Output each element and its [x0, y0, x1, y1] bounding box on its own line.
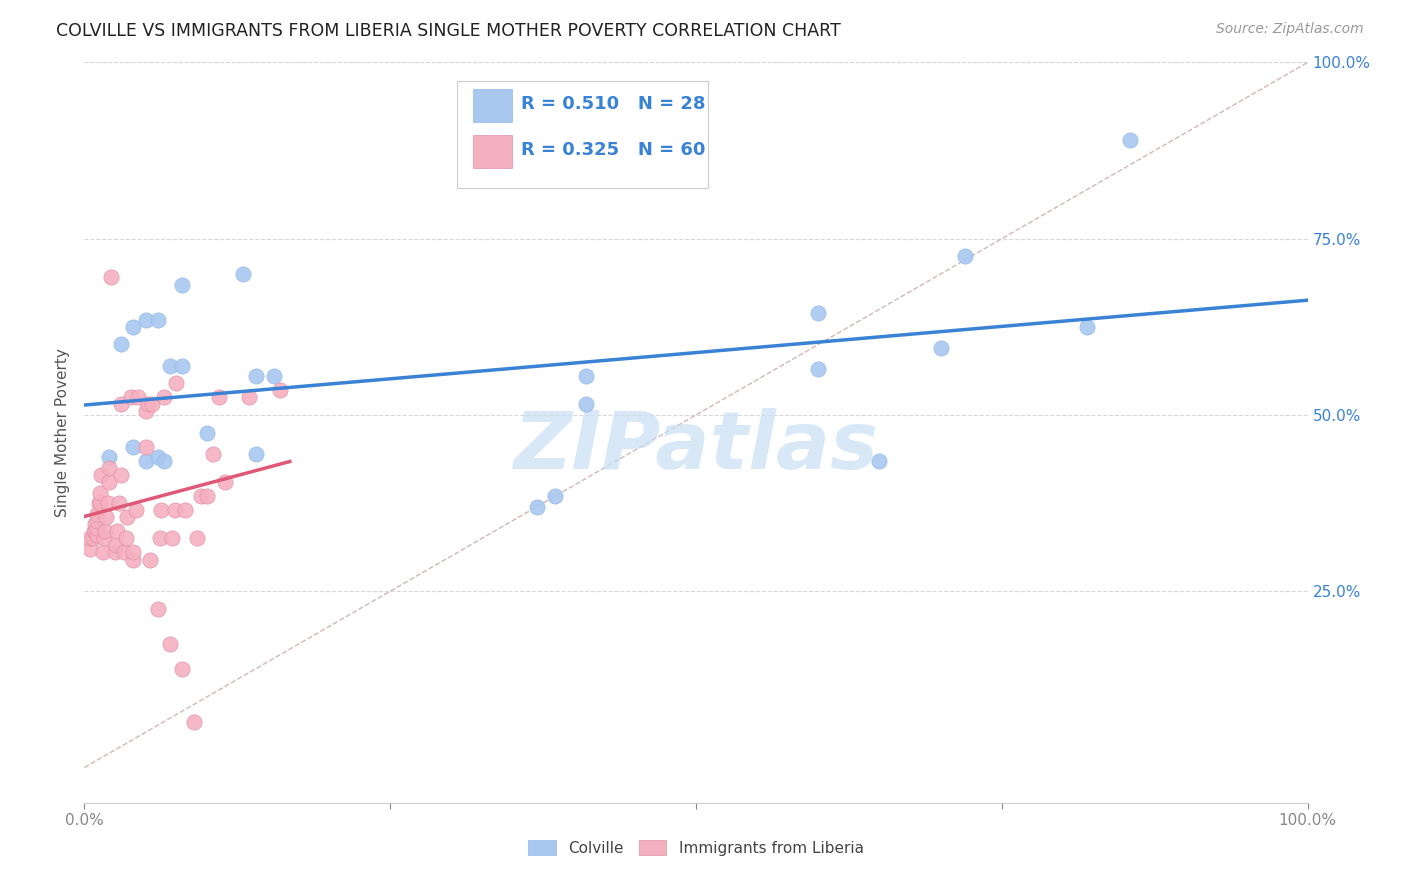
Point: [105, 524, 128, 539]
Point: [232, 267, 254, 281]
Text: Source: ZipAtlas.com: Source: ZipAtlas.com: [1216, 22, 1364, 37]
Point: [269, 384, 291, 398]
Point: [153, 454, 176, 468]
Point: [86, 528, 108, 542]
Point: [122, 319, 145, 334]
Point: [139, 552, 162, 566]
Point: [100, 270, 122, 285]
Point: [122, 440, 145, 454]
Point: [163, 503, 186, 517]
Point: [172, 662, 194, 676]
Point: [953, 249, 976, 263]
Point: [159, 637, 181, 651]
Point: [79, 541, 101, 556]
Text: COLVILLE VS IMMIGRANTS FROM LIBERIA SINGLE MOTHER POVERTY CORRELATION CHART: COLVILLE VS IMMIGRANTS FROM LIBERIA SING…: [56, 22, 841, 40]
Point: [1076, 319, 1098, 334]
Point: [107, 496, 129, 510]
Point: [201, 447, 224, 461]
Point: [120, 390, 142, 404]
Point: [122, 552, 145, 566]
Point: [162, 532, 184, 546]
Point: [89, 485, 111, 500]
Point: [97, 461, 120, 475]
Y-axis label: Single Mother Poverty: Single Mother Poverty: [55, 348, 70, 517]
Point: [190, 489, 212, 503]
Point: [82, 532, 104, 546]
Point: [122, 545, 145, 559]
Point: [86, 521, 108, 535]
Point: [172, 359, 194, 373]
Point: [575, 369, 598, 384]
Text: ZIPatlas: ZIPatlas: [513, 409, 879, 486]
Point: [153, 390, 176, 404]
Point: [929, 341, 952, 355]
Point: [159, 359, 181, 373]
Point: [263, 369, 285, 384]
Point: [79, 532, 101, 546]
Point: [807, 362, 830, 376]
Point: [135, 404, 157, 418]
Point: [104, 545, 127, 559]
Point: [208, 390, 231, 404]
Point: [146, 450, 169, 465]
Point: [97, 450, 120, 465]
Point: [110, 467, 132, 482]
Point: [83, 524, 105, 539]
Point: [112, 545, 135, 559]
Point: [195, 425, 218, 440]
Point: [245, 369, 267, 384]
Point: [105, 538, 128, 552]
Point: [115, 532, 138, 546]
Point: [84, 517, 107, 532]
Point: [135, 313, 157, 327]
Point: [84, 524, 107, 539]
Point: [869, 454, 891, 468]
Text: R = 0.510   N = 28: R = 0.510 N = 28: [522, 95, 706, 113]
Point: [135, 454, 157, 468]
Point: [86, 507, 108, 521]
Point: [136, 397, 159, 411]
Point: [526, 500, 548, 514]
Point: [135, 440, 157, 454]
Point: [172, 277, 194, 292]
Point: [245, 447, 267, 461]
Point: [807, 306, 830, 320]
Point: [127, 390, 149, 404]
Point: [97, 475, 120, 489]
Point: [115, 510, 138, 524]
Point: [146, 313, 169, 327]
Point: [94, 524, 117, 539]
Legend: Colville, Immigrants from Liberia: Colville, Immigrants from Liberia: [522, 834, 870, 862]
Point: [165, 376, 187, 391]
Point: [1119, 133, 1142, 147]
Point: [149, 532, 172, 546]
Point: [87, 496, 110, 510]
Point: [195, 489, 218, 503]
Point: [110, 397, 132, 411]
Point: [214, 475, 236, 489]
Point: [93, 532, 115, 546]
Point: [544, 489, 567, 503]
Point: [141, 397, 163, 411]
Point: [183, 714, 205, 729]
Point: [575, 397, 598, 411]
Point: [173, 503, 195, 517]
Point: [186, 532, 208, 546]
Point: [86, 514, 108, 528]
Point: [91, 545, 114, 559]
FancyBboxPatch shape: [474, 89, 513, 121]
Point: [125, 503, 148, 517]
Point: [238, 390, 260, 404]
Point: [89, 496, 111, 510]
Point: [97, 496, 120, 510]
FancyBboxPatch shape: [457, 81, 709, 188]
Point: [150, 503, 173, 517]
Text: R = 0.325   N = 60: R = 0.325 N = 60: [522, 141, 706, 159]
Point: [110, 337, 132, 351]
Point: [96, 510, 118, 524]
FancyBboxPatch shape: [474, 135, 513, 168]
Point: [90, 467, 112, 482]
Point: [146, 602, 169, 616]
